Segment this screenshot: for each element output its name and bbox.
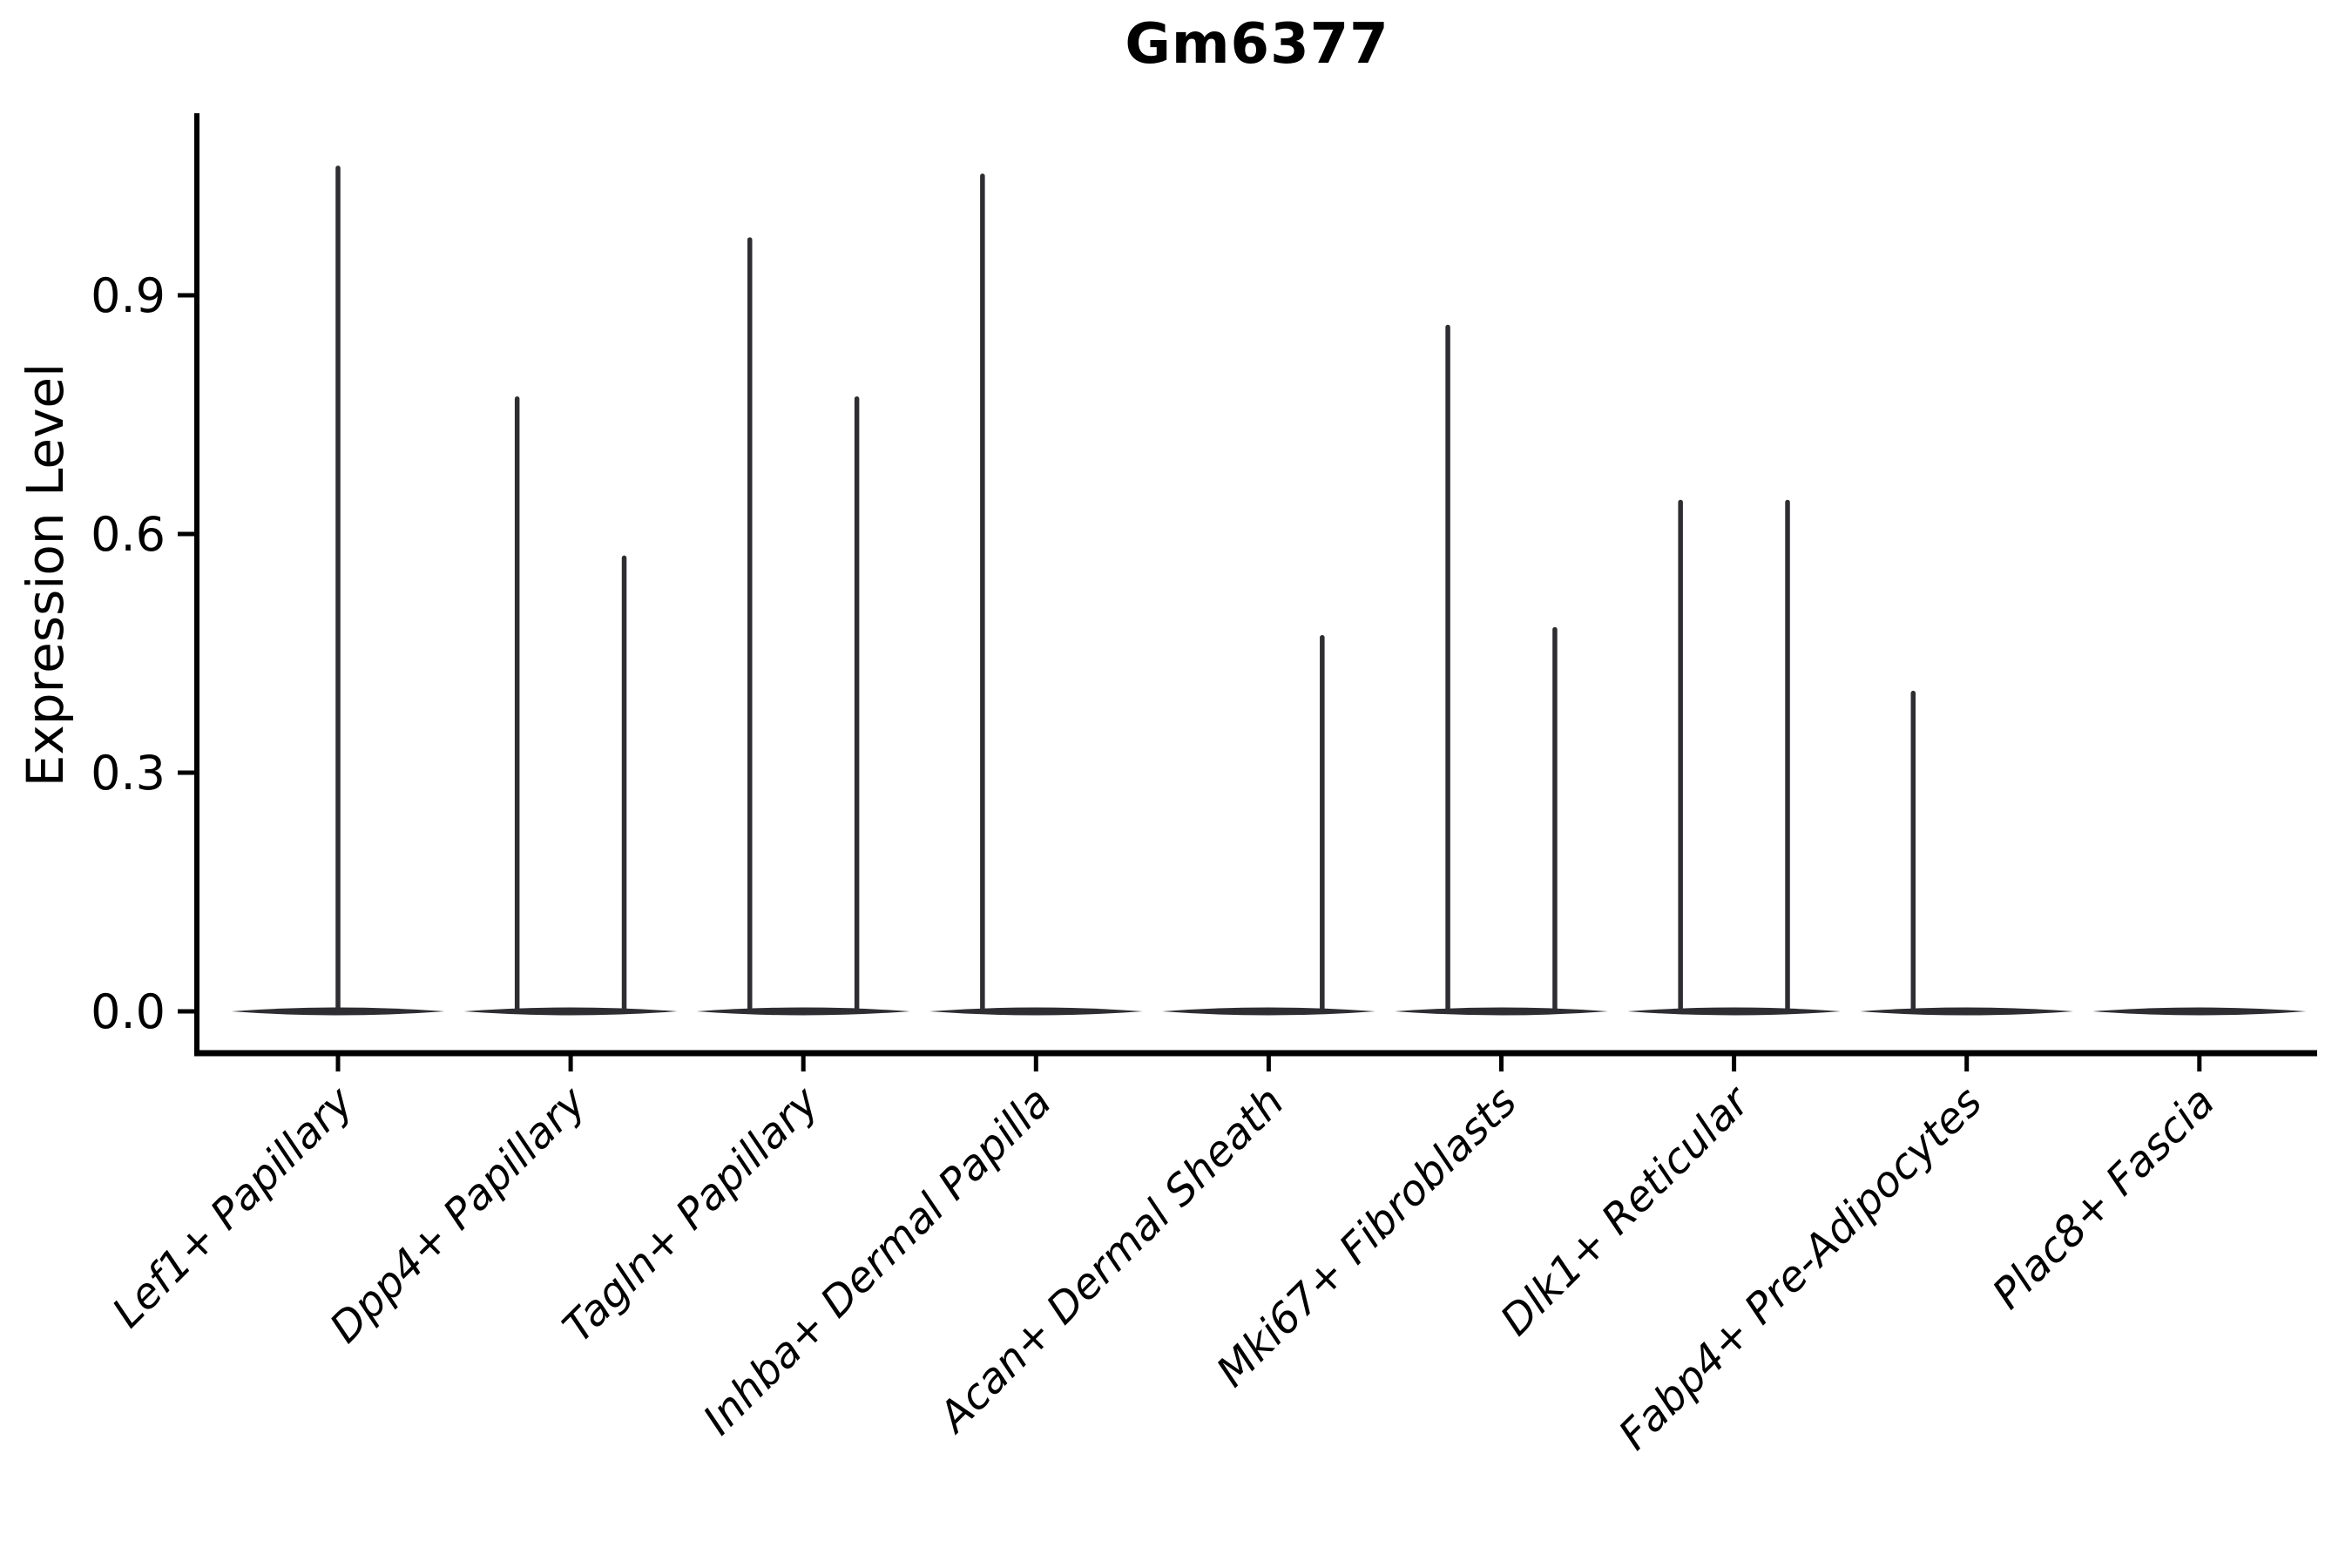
violin-body: [1395, 1007, 1608, 1016]
violin-body: [1627, 1007, 1842, 1016]
y-tick-label: 0.9: [91, 268, 166, 323]
y-tick-label: 0.6: [91, 507, 166, 562]
violin-body: [463, 1007, 678, 1016]
chart-title: Gm6377: [1125, 12, 1389, 77]
violin-body: [929, 1007, 1143, 1016]
y-tick-label: 0.0: [91, 984, 166, 1039]
y-tick-label: 0.3: [91, 746, 166, 801]
x-tick-label: Plac8+ Fascia: [1984, 1078, 2225, 1319]
violin-body: [696, 1007, 910, 1016]
x-tick-label: Lef1+ Papillary: [103, 1077, 363, 1337]
violin-body: [2092, 1007, 2307, 1016]
x-tick-label: Dpp4+ Papillary: [321, 1077, 596, 1352]
x-tick-label: Dlk1+ Reticular: [1491, 1076, 1761, 1346]
violin-body: [1161, 1007, 1375, 1016]
violin-body: [1860, 1007, 2074, 1016]
x-tick-label: Tagln+ Papillary: [553, 1077, 828, 1352]
